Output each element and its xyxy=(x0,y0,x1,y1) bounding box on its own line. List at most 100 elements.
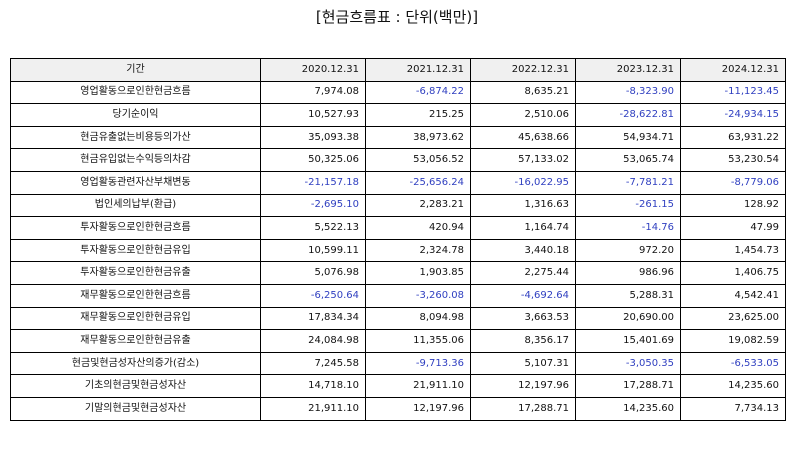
value-cell: -28,622.81 xyxy=(575,103,681,127)
row-label: 영업활동관련자산부채변동 xyxy=(10,170,261,195)
value-cell: 21,911.10 xyxy=(365,374,471,398)
row-label: 현금유출없는비용등의가산 xyxy=(10,125,261,150)
table-row: 재무활동으로인한현금유출 24,084.98 11,355.06 8,356.1… xyxy=(10,329,786,353)
value-cell: 420.94 xyxy=(365,216,471,240)
value-cell: -9,713.36 xyxy=(365,351,471,376)
value-cell: 972.20 xyxy=(575,238,681,263)
value-cell: 15,401.69 xyxy=(575,329,681,353)
value-cell: 5,076.98 xyxy=(260,261,366,285)
value-cell: 50,325.06 xyxy=(260,148,366,172)
value-cell: 2,275.44 xyxy=(470,261,576,285)
value-cell: -3,260.08 xyxy=(365,283,471,308)
value-cell: -11,123.45 xyxy=(680,80,786,105)
period-header-2021: 2021.12.31 xyxy=(365,58,471,82)
cash-flow-table: 기간 2020.12.31 2021.12.31 2022.12.31 2023… xyxy=(10,58,786,421)
value-cell: 12,197.96 xyxy=(365,396,471,421)
row-label: 기말의현금및현금성자산 xyxy=(10,396,261,421)
table-row: 재무활동으로인한현금유입 17,834.34 8,094.98 3,663.53… xyxy=(10,306,786,331)
value-cell: 53,230.54 xyxy=(680,148,786,172)
value-cell: 2,283.21 xyxy=(365,193,471,218)
value-cell: 4,542.41 xyxy=(680,283,786,308)
table-row: 기초의현금및현금성자산 14,718.10 21,911.10 12,197.9… xyxy=(10,374,786,398)
row-label: 투자활동으로인한현금유입 xyxy=(10,238,261,263)
value-cell: 45,638.66 xyxy=(470,125,576,150)
period-header-label: 기간 xyxy=(10,58,261,82)
value-cell: 63,931.22 xyxy=(680,125,786,150)
value-cell: 47.99 xyxy=(680,216,786,240)
value-cell: 7,734.13 xyxy=(680,396,786,421)
value-cell: 215.25 xyxy=(365,103,471,127)
header-row: 기간 2020.12.31 2021.12.31 2022.12.31 2023… xyxy=(10,58,786,82)
row-label: 투자활동으로인한현금유출 xyxy=(10,261,261,285)
value-cell: 3,663.53 xyxy=(470,306,576,331)
row-label: 현금유입없는수익등의차감 xyxy=(10,148,261,172)
value-cell: 14,235.60 xyxy=(575,396,681,421)
value-cell: 1,454.73 xyxy=(680,238,786,263)
period-header-2022: 2022.12.31 xyxy=(470,58,576,82)
value-cell: -2,695.10 xyxy=(260,193,366,218)
value-cell: 12,197.96 xyxy=(470,374,576,398)
value-cell: 23,625.00 xyxy=(680,306,786,331)
period-header-2024: 2024.12.31 xyxy=(680,58,786,82)
value-cell: 1,316.63 xyxy=(470,193,576,218)
table-row: 투자활동으로인한현금유입 10,599.11 2,324.78 3,440.18… xyxy=(10,238,786,263)
value-cell: 24,084.98 xyxy=(260,329,366,353)
row-label: 투자활동으로인한현금흐름 xyxy=(10,216,261,240)
table-row: 법인세의납부(환급) -2,695.10 2,283.21 1,316.63 -… xyxy=(10,193,786,218)
value-cell: 128.92 xyxy=(680,193,786,218)
table-row: 투자활동으로인한현금흐름 5,522.13 420.94 1,164.74 -1… xyxy=(10,216,786,240)
row-label: 기초의현금및현금성자산 xyxy=(10,374,261,398)
value-cell: -14.76 xyxy=(575,216,681,240)
value-cell: 5,107.31 xyxy=(470,351,576,376)
table-row: 투자활동으로인한현금유출 5,076.98 1,903.85 2,275.44 … xyxy=(10,261,786,285)
period-header-2020: 2020.12.31 xyxy=(260,58,366,82)
value-cell: 17,288.71 xyxy=(470,396,576,421)
value-cell: -6,250.64 xyxy=(260,283,366,308)
value-cell: -6,874.22 xyxy=(365,80,471,105)
value-cell: 7,974.08 xyxy=(260,80,366,105)
table-row: 당기순이익 10,527.93 215.25 2,510.06 -28,622.… xyxy=(10,103,786,127)
row-label: 영업활동으로인한현금흐름 xyxy=(10,80,261,105)
value-cell: -7,781.21 xyxy=(575,170,681,195)
value-cell: 3,440.18 xyxy=(470,238,576,263)
value-cell: 57,133.02 xyxy=(470,148,576,172)
value-cell: 5,288.31 xyxy=(575,283,681,308)
row-label: 법인세의납부(환급) xyxy=(10,193,261,218)
value-cell: 53,065.74 xyxy=(575,148,681,172)
value-cell: -3,050.35 xyxy=(575,351,681,376)
row-label: 재무활동으로인한현금유입 xyxy=(10,306,261,331)
period-header-2023: 2023.12.31 xyxy=(575,58,681,82)
value-cell: 21,911.10 xyxy=(260,396,366,421)
value-cell: 11,355.06 xyxy=(365,329,471,353)
table-row: 영업활동관련자산부채변동 -21,157.18 -25,656.24 -16,0… xyxy=(10,170,786,195)
row-label: 당기순이익 xyxy=(10,103,261,127)
value-cell: 10,527.93 xyxy=(260,103,366,127)
table-row: 재무활동으로인한현금흐름 -6,250.64 -3,260.08 -4,692.… xyxy=(10,283,786,308)
value-cell: 14,235.60 xyxy=(680,374,786,398)
value-cell: 20,690.00 xyxy=(575,306,681,331)
value-cell: -21,157.18 xyxy=(260,170,366,195)
row-label: 재무활동으로인한현금유출 xyxy=(10,329,261,353)
value-cell: -25,656.24 xyxy=(365,170,471,195)
value-cell: 5,522.13 xyxy=(260,216,366,240)
value-cell: -24,934.15 xyxy=(680,103,786,127)
row-label: 재무활동으로인한현금흐름 xyxy=(10,283,261,308)
value-cell: 17,288.71 xyxy=(575,374,681,398)
table-row: 현금및현금성자산의증가(감소) 7,245.58 -9,713.36 5,107… xyxy=(10,351,786,376)
value-cell: 1,164.74 xyxy=(470,216,576,240)
value-cell: -16,022.95 xyxy=(470,170,576,195)
value-cell: 19,082.59 xyxy=(680,329,786,353)
value-cell: 7,245.58 xyxy=(260,351,366,376)
value-cell: 38,973.62 xyxy=(365,125,471,150)
row-label: 현금및현금성자산의증가(감소) xyxy=(10,351,261,376)
page-title: [현금흐름표 : 단위(백만)] xyxy=(315,8,479,26)
value-cell: 17,834.34 xyxy=(260,306,366,331)
value-cell: 10,599.11 xyxy=(260,238,366,263)
table-row: 영업활동으로인한현금흐름 7,974.08 -6,874.22 8,635.21… xyxy=(10,80,786,105)
value-cell: 8,094.98 xyxy=(365,306,471,331)
value-cell: 53,056.52 xyxy=(365,148,471,172)
value-cell: 35,093.38 xyxy=(260,125,366,150)
table-row: 현금유입없는수익등의차감 50,325.06 53,056.52 57,133.… xyxy=(10,148,786,172)
value-cell: 1,903.85 xyxy=(365,261,471,285)
value-cell: 8,635.21 xyxy=(470,80,576,105)
